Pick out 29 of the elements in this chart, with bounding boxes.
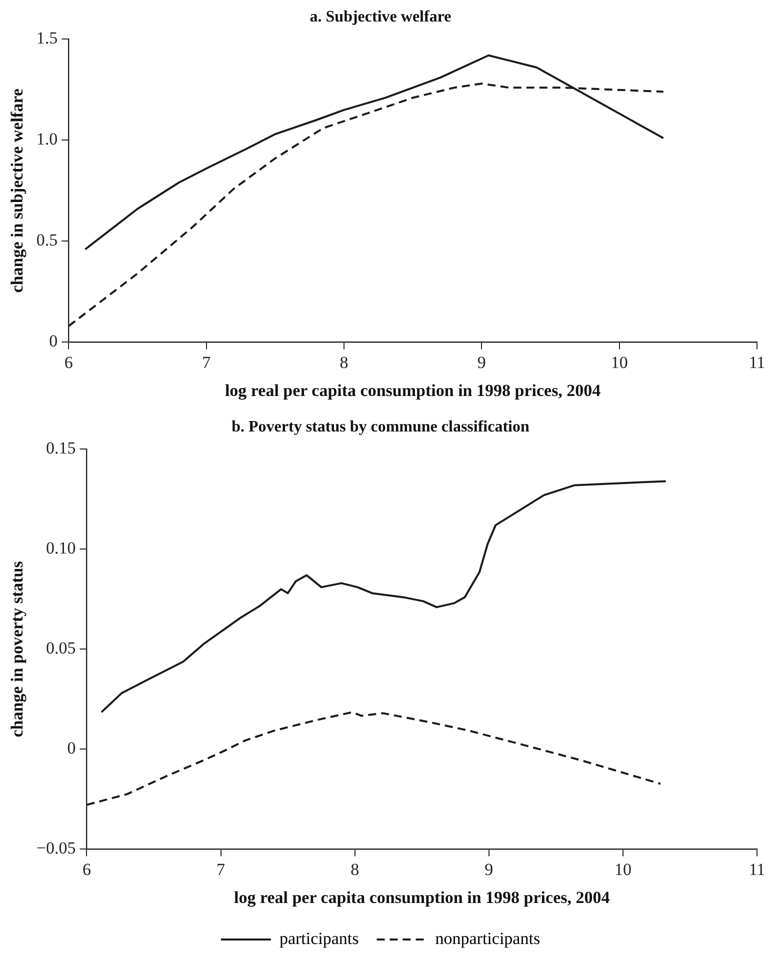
y-tick-label: 0: [49, 332, 58, 351]
y-tick-label: 0.05: [46, 638, 76, 658]
x-axis-title: log real per capita consumption in 1998 prices, 2004: [224, 381, 602, 400]
y-axis-title: change in poverty status: [8, 560, 27, 738]
x-axis-title: log real per capita consumption in 1998 prices, 2004: [234, 888, 610, 908]
x-tick-label: 10: [614, 860, 632, 879]
y-tick-label: 0.10: [46, 538, 76, 558]
y-axis-title: change in subjective welfare: [8, 88, 27, 293]
x-tick-label: 9: [484, 860, 494, 879]
y-tick-label: 1.5: [36, 28, 58, 48]
x-tick-label: 11: [748, 860, 766, 879]
y-tick-label: 1.0: [36, 130, 58, 149]
y-tick-label: 0.15: [46, 438, 76, 458]
y-tick-label: −0.05: [36, 838, 76, 858]
x-tick-label: 6: [64, 352, 73, 372]
legend-label: participants: [279, 928, 359, 948]
legend-label: nonparticipants: [435, 928, 540, 948]
x-tick-label: 8: [350, 860, 360, 879]
x-tick-label: 9: [477, 352, 486, 372]
x-tick-label: 10: [610, 352, 628, 372]
chart-title: a. Subjective welfare: [310, 8, 452, 26]
x-tick-label: 7: [216, 860, 226, 879]
x-tick-label: 11: [748, 352, 766, 372]
x-tick-label: 6: [82, 860, 91, 879]
x-tick-label: 7: [202, 352, 212, 372]
chart-title: b. Poverty status by commune classification: [232, 418, 530, 436]
y-tick-label: 0: [67, 738, 76, 758]
x-tick-label: 8: [340, 352, 348, 372]
y-tick-label: 0.5: [36, 230, 58, 250]
